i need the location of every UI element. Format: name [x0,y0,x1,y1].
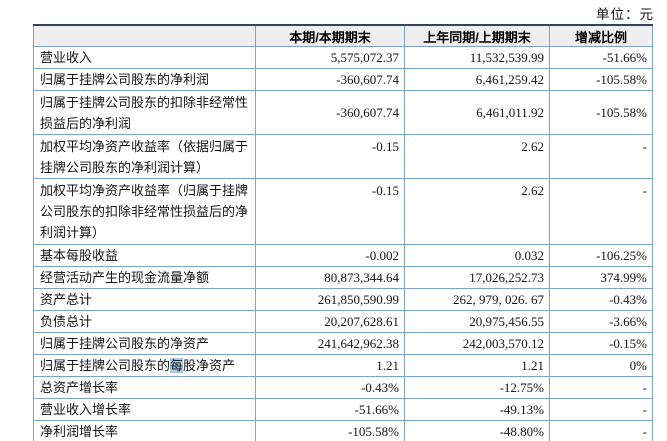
row-label: 归属于挂牌公司股东的每股净资产 [33,354,256,377]
prior-value: 0.032 [404,244,550,267]
table-row: 加权平均净资产收益率（归属于挂牌公司股东的扣除非经常性损益后的净利润计算） -0… [33,178,653,245]
row-label: 负债总计 [33,310,256,333]
row-label-text: 归属于挂牌公司股东的 [40,358,171,373]
current-value: 261,850,590.99 [255,288,405,311]
table-row: 负债总计 20,207,628.61 20,975,456.55 -3.66% [33,310,653,333]
prior-value: -48.80% [404,420,550,441]
table-row: 归属于挂牌公司股东的净资产 241,642,962.38 242,003,570… [33,332,653,355]
current-value: -0.43% [255,376,405,399]
change-value: -105.58% [549,90,653,135]
prior-value: 6,461,259.42 [404,68,550,91]
prior-value: 2.62 [404,134,550,179]
change-value: -51.66% [549,46,653,69]
table-row: 归属于挂牌公司股东的扣除非经常性损益后的净利润 -360,607.74 6,46… [33,90,653,135]
current-value: -360,607.74 [255,68,405,91]
current-value: 80,873,344.64 [255,266,405,289]
row-label: 加权平均净资产收益率（归属于挂牌公司股东的扣除非经常性损益后的净利润计算） [33,178,256,245]
row-label: 归属于挂牌公司股东的净利润 [33,68,256,91]
row-label: 营业收入 [33,46,256,69]
change-value: 0% [549,354,653,377]
current-value: -0.002 [255,244,405,267]
current-value: -0.15 [255,178,405,245]
unit-label: 单位：元 [596,7,654,22]
financial-summary-table: 本期/本期期末 上年同期/上期期末 增减比例 营业收入 5,575,072.37… [33,24,653,441]
change-value: -0.43% [549,288,653,311]
row-label-text: 股净资产 [183,358,236,373]
row-label: 总资产增长率 [33,376,256,399]
current-value: 5,575,072.37 [255,46,405,69]
prior-value: -12.75% [404,376,550,399]
table-header: 本期/本期期末 上年同期/上期期末 增减比例 [33,24,653,47]
current-value: -105.58% [255,420,405,441]
prior-value: 11,532,539.99 [404,46,550,69]
table-row: 营业收入增长率 -51.66% -49.13% - [33,398,653,421]
table-row: 净利润增长率 -105.58% -48.80% - [33,420,653,441]
highlighted-text: 每 [170,358,184,373]
prior-value: 17,026,252.73 [404,266,550,289]
current-value: -0.15 [255,134,405,179]
change-value: - [549,420,653,441]
table-row: 资产总计 261,850,590.99 262, 979, 026. 67 -0… [33,288,653,311]
row-label: 归属于挂牌公司股东的净资产 [33,332,256,355]
prior-value: 242,003,570.12 [404,332,550,355]
prior-value: 1.21 [404,354,550,377]
row-label: 归属于挂牌公司股东的扣除非经常性损益后的净利润 [33,90,256,135]
change-value: - [549,134,653,179]
col-header-change: 增减比例 [549,24,653,47]
table-row: 归属于挂牌公司股东的每股净资产 1.21 1.21 0% [33,354,653,377]
change-value: -3.66% [549,310,653,333]
current-value: 241,642,962.38 [255,332,405,355]
change-value: - [549,398,653,421]
current-value: -51.66% [255,398,405,421]
row-label: 资产总计 [33,288,256,311]
table-row: 归属于挂牌公司股东的净利润 -360,607.74 6,461,259.42 -… [33,68,653,91]
change-value: 374.99% [549,266,653,289]
col-header-current: 本期/本期期末 [255,24,405,47]
current-value: 1.21 [255,354,405,377]
row-label: 基本每股收益 [33,244,256,267]
header-row: 本期/本期期末 上年同期/上期期末 增减比例 [33,24,653,47]
row-label: 加权平均净资产收益率（依据归属于挂牌公司股东的净利润计算） [33,134,256,179]
change-value: -0.15% [549,332,653,355]
row-label: 营业收入增长率 [33,398,256,421]
prior-value: 6,461,011.92 [404,90,550,135]
prior-value: -49.13% [404,398,550,421]
change-value: - [549,178,653,245]
row-label: 经营活动产生的现金流量净额 [33,266,256,289]
row-label: 净利润增长率 [33,420,256,441]
current-value: 20,207,628.61 [255,310,405,333]
change-value: - [549,376,653,399]
col-header-prior: 上年同期/上期期末 [404,24,550,47]
prior-value: 2.62 [404,178,550,245]
table-row: 基本每股收益 -0.002 0.032 -106.25% [33,244,653,267]
prior-value: 262, 979, 026. 67 [404,288,550,311]
table-row: 加权平均净资产收益率（依据归属于挂牌公司股东的净利润计算） -0.15 2.62… [33,134,653,179]
current-value: -360,607.74 [255,90,405,135]
change-value: -106.25% [549,244,653,267]
change-value: -105.58% [549,68,653,91]
col-header-label [33,24,256,47]
prior-value: 20,975,456.55 [404,310,550,333]
table-row: 营业收入 5,575,072.37 11,532,539.99 -51.66% [33,46,653,69]
table-row: 总资产增长率 -0.43% -12.75% - [33,376,653,399]
table-row: 经营活动产生的现金流量净额 80,873,344.64 17,026,252.7… [33,266,653,289]
